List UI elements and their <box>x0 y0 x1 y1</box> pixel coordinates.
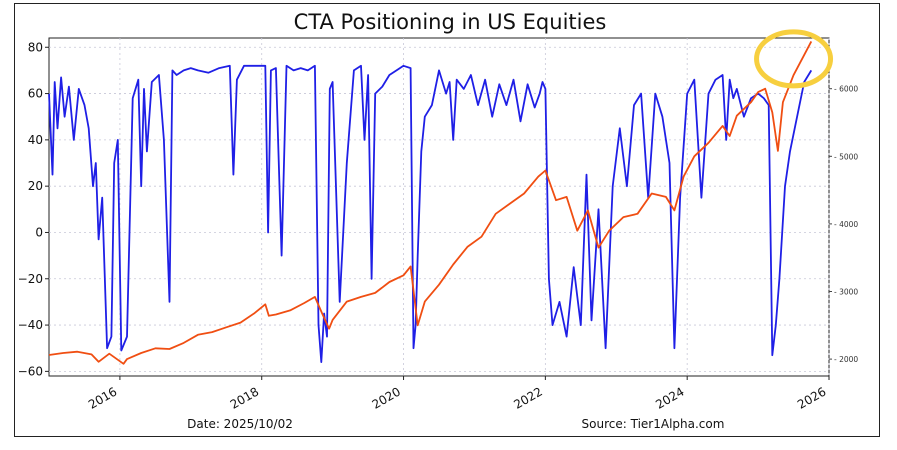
chart-title: CTA Positioning in US Equities <box>294 10 607 34</box>
chart-svg: CTA Positioning in US Equities 80 60 40 20 0… <box>18 10 859 431</box>
x-tick-label: 2020 <box>370 384 403 411</box>
series-line-1 <box>48 64 813 364</box>
date-label: Date: 2025/10/02 <box>187 417 293 431</box>
series-layer <box>48 29 834 365</box>
grid-lines <box>49 38 830 376</box>
series-line-2 <box>48 40 813 365</box>
x-tick-label: 2024 <box>653 384 686 411</box>
x-tick-label: 2026 <box>795 384 828 411</box>
y-left-tick-label: 80 <box>28 40 43 54</box>
y-left-tick-label: 0 <box>35 225 43 239</box>
y-right-tick-label: - 4000 <box>834 220 858 229</box>
source-label: Source: Tier1Alpha.com <box>582 417 725 431</box>
chart-frame: CTA Positioning in US Equities 80 60 40 20 0… <box>14 3 880 437</box>
y-right-tick-label: - 2000 <box>834 355 858 364</box>
x-tick-label: 2016 <box>86 384 119 411</box>
y-left-tick-label: 20 <box>28 179 43 193</box>
y-left-tick-label: −20 <box>18 272 43 286</box>
y-right-tick-label: - 6000 <box>834 85 858 94</box>
x-tick-label: 2022 <box>511 384 544 411</box>
y-right-tick-label: - 3000 <box>834 288 858 297</box>
highlight-circle <box>754 29 834 89</box>
y-right-tick-label: - 5000 <box>834 152 858 161</box>
y-left-tick-label: −40 <box>18 318 43 332</box>
plot-area <box>48 37 830 377</box>
x-tick-label: 2018 <box>228 384 261 411</box>
y-left-tick-label: 40 <box>28 133 43 147</box>
y-left-tick-label: −60 <box>18 364 43 378</box>
y-left-tick-label: 60 <box>28 87 43 101</box>
